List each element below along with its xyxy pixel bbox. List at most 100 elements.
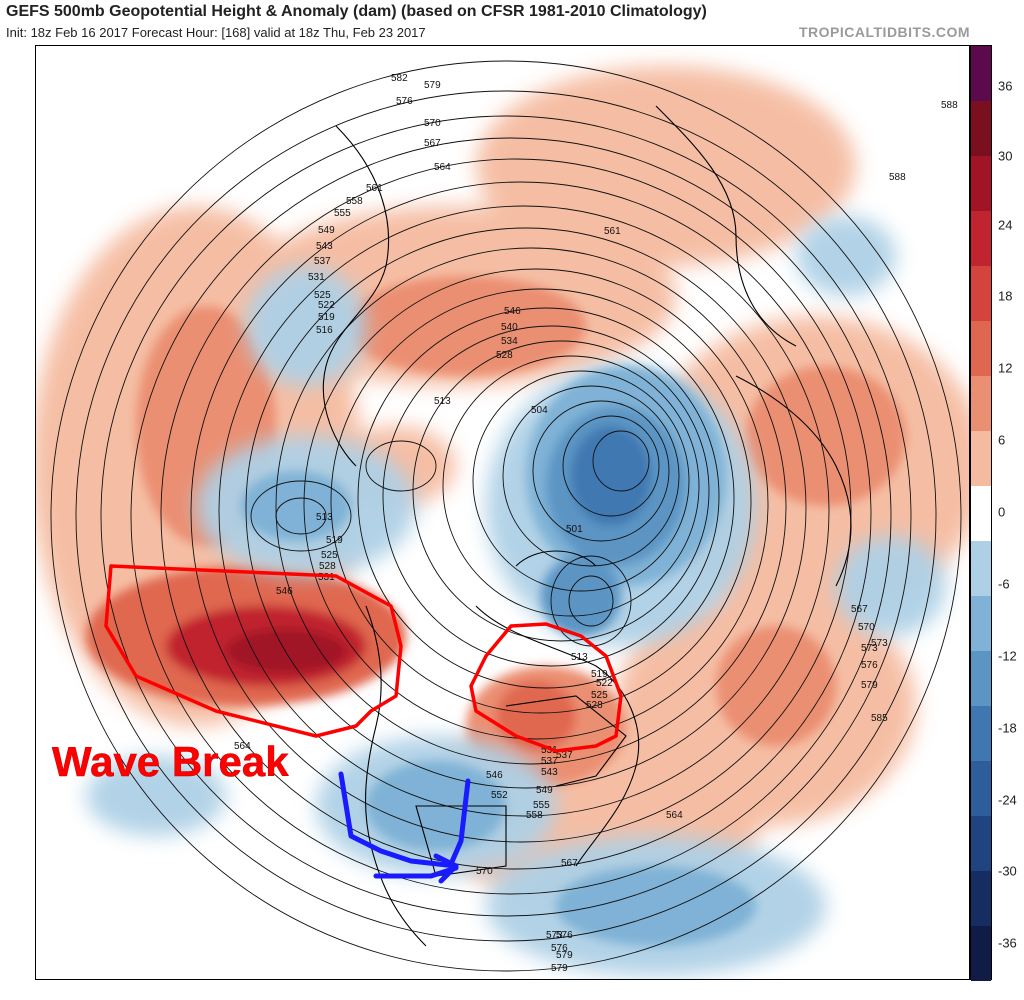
contour-label: 519 bbox=[318, 312, 335, 323]
contour-label: 567 bbox=[424, 138, 441, 149]
colorbar-tick-label: 6 bbox=[998, 432, 1006, 448]
contour-label: 513 bbox=[571, 652, 588, 663]
contour-label: 570 bbox=[424, 118, 441, 129]
contour-label: 546 bbox=[276, 586, 293, 597]
map-canvas: 5825795765705675645615585555495435375315… bbox=[36, 60, 969, 976]
contour-label: 555 bbox=[334, 208, 351, 219]
ridge-outline-east bbox=[469, 622, 623, 753]
colorbar-tick-label: -6 bbox=[998, 576, 1010, 592]
contour-label: 543 bbox=[541, 767, 558, 778]
chart-title: GEFS 500mb Geopotential Height & Anomaly… bbox=[6, 3, 707, 20]
colorbar-segment bbox=[971, 596, 991, 651]
colorbar-segment bbox=[971, 431, 991, 486]
colorbar-tick-label: -18 bbox=[998, 720, 1017, 736]
colorbar-tick-label: -24 bbox=[998, 792, 1017, 808]
colorbar-tick-label: 24 bbox=[998, 217, 1013, 233]
colorbar-tick-label: 36 bbox=[998, 78, 1013, 94]
contour-label: 567 bbox=[851, 604, 868, 615]
contour-label: 546 bbox=[486, 770, 503, 781]
contour-label: 558 bbox=[346, 196, 363, 207]
contour-label: 522 bbox=[596, 678, 613, 689]
contour-label: 528 bbox=[496, 350, 513, 361]
contour-label: 588 bbox=[941, 100, 958, 111]
trough-arrow bbox=[338, 771, 471, 884]
contour-label: 519 bbox=[326, 535, 343, 546]
contour-label: 534 bbox=[501, 336, 518, 347]
contour-label: 552 bbox=[491, 790, 508, 801]
contour-label: 561 bbox=[604, 226, 621, 237]
colorbar-segment bbox=[971, 46, 991, 101]
contour-label: 522 bbox=[318, 300, 335, 311]
colorbar-segment bbox=[971, 926, 991, 981]
contour-labels: 5825795765705675645615585555495435375315… bbox=[234, 73, 958, 974]
chart-subtitle: Init: 18z Feb 16 2017 Forecast Hour: [16… bbox=[6, 25, 426, 40]
contour-label: 558 bbox=[526, 810, 543, 821]
contour-label: 582 bbox=[391, 73, 408, 84]
contour-label: 579 bbox=[556, 950, 573, 961]
contour-label: 573 bbox=[546, 930, 563, 941]
colorbar-segment bbox=[971, 321, 991, 376]
contour-label: 516 bbox=[316, 325, 333, 336]
colorbar-segment bbox=[971, 761, 991, 816]
colorbar-segment bbox=[971, 156, 991, 211]
colorbar-tick-label: 0 bbox=[998, 504, 1006, 520]
contour-label: 543 bbox=[316, 241, 333, 252]
contour-label: 573 bbox=[861, 643, 878, 654]
contour-label: 525 bbox=[321, 550, 338, 561]
contour-label: 528 bbox=[319, 561, 336, 572]
contour-label: 531 bbox=[318, 572, 335, 583]
contour-label: 564 bbox=[666, 810, 683, 821]
contour-label: 576 bbox=[861, 660, 878, 671]
colorbar-segment bbox=[971, 871, 991, 926]
height-contours bbox=[50, 60, 962, 972]
contour-label: 555 bbox=[533, 800, 550, 811]
contour-label: 519 bbox=[591, 669, 608, 680]
contour-label: 576 bbox=[556, 930, 573, 941]
contour-label: 576 bbox=[396, 96, 413, 107]
contour-label: 531 bbox=[541, 745, 558, 756]
contour-label: 546 bbox=[504, 306, 521, 317]
anomaly-colorbar bbox=[970, 45, 992, 981]
contour-label: 549 bbox=[318, 225, 335, 236]
contour-label: 576 bbox=[551, 943, 568, 954]
contour-label: 579 bbox=[424, 80, 441, 91]
colorbar-tick-label: -30 bbox=[998, 863, 1017, 879]
contour-label: 513 bbox=[316, 512, 333, 523]
contour-label: 528 bbox=[586, 700, 603, 711]
contour-label: 561 bbox=[366, 183, 383, 194]
contour-label: 513 bbox=[434, 396, 451, 407]
colorbar-segment bbox=[971, 706, 991, 761]
colorbar-segment bbox=[971, 101, 991, 156]
colorbar-tick-label: -36 bbox=[998, 935, 1017, 951]
colorbar-segment bbox=[971, 211, 991, 266]
contour-label: 525 bbox=[314, 290, 331, 301]
contour-label: 573 bbox=[871, 638, 888, 649]
colorbar-segment bbox=[971, 486, 991, 541]
contour-label: 585 bbox=[871, 713, 888, 724]
colorbar-segment bbox=[971, 541, 991, 596]
colorbar-segment bbox=[971, 816, 991, 871]
contour-label: 525 bbox=[591, 690, 608, 701]
contour-label: 564 bbox=[434, 162, 451, 173]
coastlines bbox=[322, 105, 852, 947]
colorbar-tick-label: 18 bbox=[998, 288, 1013, 304]
contour-label: 588 bbox=[889, 172, 906, 183]
contour-label: 540 bbox=[501, 322, 518, 333]
contour-label: 570 bbox=[476, 866, 493, 877]
ridge-outline-west bbox=[104, 564, 403, 738]
colorbar-segment bbox=[971, 376, 991, 431]
contour-label: 567 bbox=[561, 858, 578, 869]
wave-break-label: Wave Break bbox=[52, 738, 289, 786]
contour-label: 537 bbox=[314, 256, 331, 267]
colorbar-tick-label: 30 bbox=[998, 148, 1013, 164]
contour-label: 579 bbox=[551, 963, 568, 974]
colorbar-tick-label: 12 bbox=[998, 360, 1013, 376]
brand-watermark: TROPICALTIDBITS.COM bbox=[798, 24, 970, 40]
contour-label: 537 bbox=[541, 756, 558, 767]
contour-label: 549 bbox=[536, 785, 553, 796]
contour-label: 570 bbox=[858, 622, 875, 633]
map-panel: 582 579 576 570 567 564 561 558 555 549 543 537 531 5… bbox=[35, 45, 970, 980]
colorbar-segment bbox=[971, 651, 991, 706]
contour-label: 531 bbox=[308, 272, 325, 283]
colorbar-segment bbox=[971, 266, 991, 321]
